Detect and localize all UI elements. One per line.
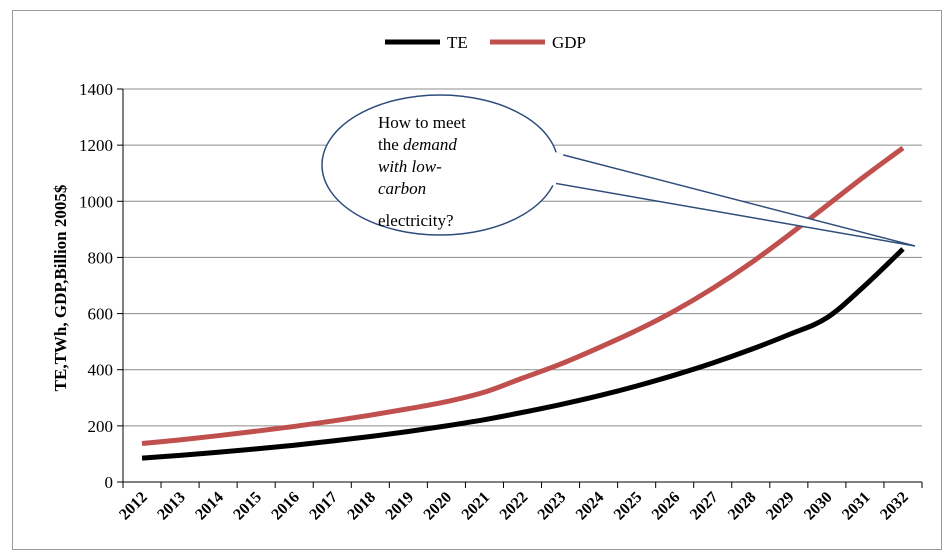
x-tick-label: 2019 (383, 489, 418, 524)
x-tick-label: 2015 (230, 489, 265, 524)
chart-frame (12, 10, 942, 550)
x-tick-label: 2022 (497, 489, 532, 524)
callout: How to meet the demand with low- carbon … (321, 94, 916, 247)
x-tick-label: 2023 (535, 489, 570, 524)
y-tick-label: 0 (105, 473, 114, 492)
x-tick-label: 2026 (649, 489, 684, 524)
callout-line-3: with low- (378, 157, 442, 176)
y-axis-ticks: 0 200 400 600 800 1000 1200 1400 (79, 80, 123, 492)
y-tick-label: 1400 (79, 80, 113, 99)
x-tick-label: 2020 (421, 489, 456, 524)
x-axis-ticks: 2012 2013 2014 2015 2016 2017 2018 2019 2020 2021… (116, 482, 923, 524)
axes (122, 89, 922, 483)
x-tick-label: 2017 (306, 489, 341, 524)
y-tick-label: 600 (88, 305, 114, 324)
y-tick-label: 800 (88, 248, 114, 267)
legend-label-gdp: GDP (552, 33, 586, 52)
x-tick-label: 2025 (611, 489, 646, 524)
gridlines (123, 88, 922, 427)
x-tick-label: 2028 (725, 489, 760, 524)
callout-line-4: carbon (378, 179, 426, 198)
series-line-te (141, 247, 905, 461)
callout-line-5: electricity? (378, 211, 454, 230)
x-tick-label: 2012 (116, 489, 151, 524)
callout-joint-cover (526, 146, 564, 187)
x-tick-label: 2027 (687, 489, 722, 524)
callout-line-2: the demand (378, 135, 457, 154)
series-line-gdp (141, 145, 905, 447)
x-tick-label: 2024 (573, 489, 608, 524)
x-tick-label: 2014 (192, 489, 227, 524)
x-tick-label: 2029 (763, 489, 798, 524)
callout-tail (534, 151, 916, 247)
y-axis-label: TE,TWh, GDP,Billion 2005$ (51, 184, 70, 391)
x-tick-label: 2032 (877, 489, 912, 524)
x-tick-label: 2021 (459, 489, 494, 524)
series-lines (141, 145, 905, 461)
legend: TE GDP (385, 33, 586, 52)
x-tick-label: 2018 (344, 489, 379, 524)
y-tick-label: 200 (88, 417, 114, 436)
x-tick-label: 2030 (801, 489, 836, 524)
legend-label-te: TE (447, 33, 468, 52)
y-tick-label: 1200 (79, 136, 113, 155)
x-tick-label: 2016 (268, 489, 303, 524)
callout-line-1: How to meet (378, 113, 466, 132)
x-tick-label: 2031 (839, 489, 874, 524)
y-tick-label: 400 (88, 361, 114, 380)
y-tick-label: 1000 (79, 192, 113, 211)
x-tick-label: 2013 (154, 489, 189, 524)
